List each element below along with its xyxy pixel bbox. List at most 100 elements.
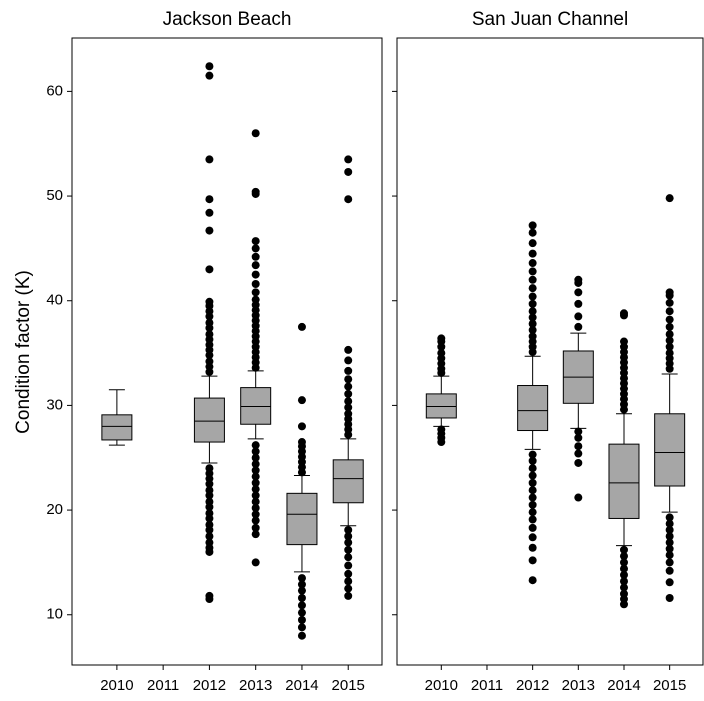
outlier (344, 382, 353, 391)
outlier (528, 533, 537, 542)
outlier (437, 425, 446, 434)
outlier (251, 472, 260, 481)
outlier (251, 279, 260, 288)
outlier (297, 438, 306, 447)
y-tick-label: 30 (46, 396, 63, 413)
outlier (344, 584, 353, 593)
outlier (665, 513, 674, 522)
outlier (665, 551, 674, 560)
outlier (251, 252, 260, 261)
outlier (205, 318, 214, 327)
outlier (528, 267, 537, 276)
panel-title: San Juan Channel (472, 9, 628, 30)
outlier (528, 228, 537, 237)
outlier (251, 530, 260, 539)
outlier (205, 591, 214, 600)
outlier (437, 334, 446, 343)
outlier (251, 187, 260, 196)
outlier (528, 319, 537, 328)
outlier (574, 299, 583, 308)
outlier (574, 322, 583, 331)
outlier (665, 307, 674, 316)
outlier (344, 403, 353, 412)
x-tick-label: 2012 (516, 677, 549, 694)
outlier (665, 558, 674, 567)
outlier (344, 375, 353, 384)
outlier (205, 497, 214, 506)
outlier (528, 500, 537, 509)
outlier (297, 594, 306, 603)
outlier (344, 366, 353, 375)
outlier (251, 244, 260, 253)
outlier (251, 460, 260, 469)
outlier (528, 556, 537, 565)
outlier (528, 332, 537, 341)
box (517, 385, 549, 432)
outlier (251, 237, 260, 246)
outlier (665, 194, 674, 203)
outlier (574, 288, 583, 297)
outlier (574, 312, 583, 321)
outlier (344, 591, 353, 600)
outlier (344, 167, 353, 176)
outlier (344, 195, 353, 204)
outlier (251, 129, 260, 138)
outlier (528, 471, 537, 480)
outlier (205, 265, 214, 274)
outlier (297, 422, 306, 431)
outlier (528, 307, 537, 316)
outlier (574, 433, 583, 442)
outlier (297, 322, 306, 331)
outlier (205, 155, 214, 164)
outlier (205, 226, 214, 235)
outlier (344, 538, 353, 547)
outlier (205, 71, 214, 80)
outlier (528, 275, 537, 284)
outlier (297, 574, 306, 583)
box (240, 387, 272, 425)
outlier (344, 356, 353, 365)
outlier (528, 326, 537, 335)
outlier (528, 450, 537, 459)
outlier (665, 578, 674, 587)
outlier (665, 594, 674, 603)
outlier (297, 631, 306, 640)
outlier (344, 397, 353, 406)
outlier (297, 580, 306, 589)
outlier (344, 155, 353, 164)
outlier (297, 623, 306, 632)
outlier (574, 458, 583, 467)
box (654, 413, 686, 487)
panel-frame (396, 37, 704, 666)
outlier (528, 486, 537, 495)
x-tick-label: 2011 (147, 677, 179, 694)
outlier (528, 478, 537, 487)
outlier (344, 409, 353, 418)
outlier (528, 221, 537, 230)
box (332, 459, 364, 504)
y-tick-label: 60 (46, 82, 63, 99)
outlier (528, 576, 537, 585)
outlier (205, 195, 214, 204)
outlier (574, 275, 583, 284)
outlier (665, 298, 674, 307)
outlier (251, 485, 260, 494)
outlier (344, 569, 353, 578)
outlier (528, 299, 537, 308)
outlier (251, 288, 260, 297)
outlier (205, 464, 214, 473)
outlier (665, 349, 674, 358)
outlier (344, 561, 353, 570)
box (425, 393, 457, 419)
outlier (205, 486, 214, 495)
outlier (665, 538, 674, 547)
outlier (665, 544, 674, 553)
outlier (205, 208, 214, 217)
outlier (665, 525, 674, 534)
outlier (344, 389, 353, 398)
outlier (251, 478, 260, 487)
outlier (528, 292, 537, 301)
outlier (619, 577, 628, 586)
x-tick-label: 2013 (562, 677, 595, 694)
outlier (528, 249, 537, 258)
